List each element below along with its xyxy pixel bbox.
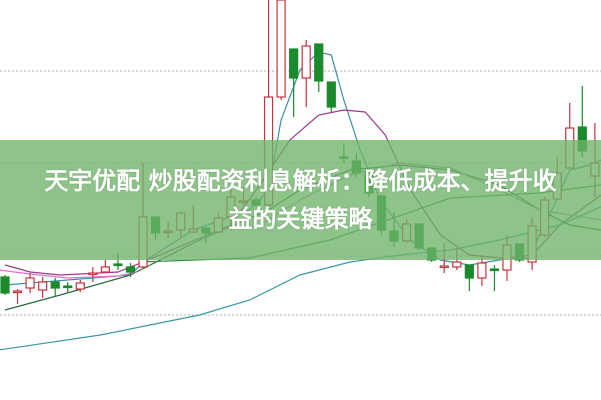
headline-line-2: 益的关键策略 [228, 205, 373, 233]
candle-down [113, 263, 123, 267]
candle-up [38, 281, 48, 291]
candle-down [50, 281, 60, 289]
candle-up [452, 261, 462, 268]
headline-line-1: 天宇优配 炒股配资利息解析：降低成本、提升收 [44, 167, 557, 195]
candle-up [12, 290, 23, 294]
candle-down [326, 81, 336, 108]
candle-down [289, 48, 299, 79]
candle-up [276, 0, 286, 98]
moving-average-line [0, 269, 137, 279]
candle-up [88, 272, 98, 276]
candle-down [0, 276, 10, 294]
candle-up [25, 277, 35, 289]
candle-up [301, 45, 311, 79]
candle-up [100, 266, 111, 273]
candle-down [464, 264, 474, 279]
candle-up [75, 282, 85, 290]
candle-down [314, 43, 324, 82]
candle-down [125, 266, 136, 273]
candle-up [477, 262, 487, 279]
headline-banner: 天宇优配 炒股配资利息解析：降低成本、提升收 益的关键策略 [0, 140, 601, 260]
candle-up [439, 265, 449, 269]
candle-down [489, 268, 500, 272]
candle-down [63, 285, 73, 289]
